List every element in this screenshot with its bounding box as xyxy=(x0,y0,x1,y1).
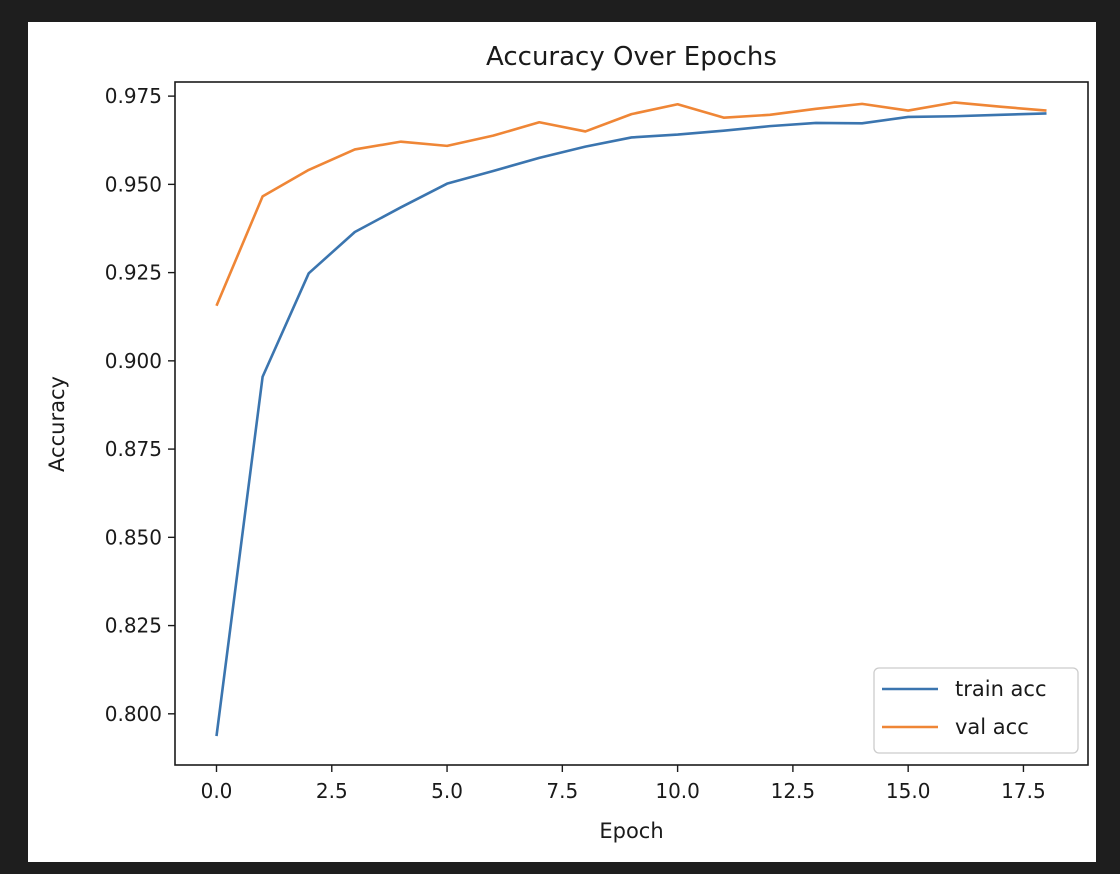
series-lines xyxy=(215,101,1047,737)
y-tick-label: 0.850 xyxy=(105,525,162,549)
x-tick-label: 0.0 xyxy=(201,779,233,803)
y-tick-label: 0.875 xyxy=(105,437,162,461)
chart-title: Accuracy Over Epochs xyxy=(486,42,777,72)
x-tick-label: 12.5 xyxy=(771,779,816,803)
y-tick-label: 0.825 xyxy=(105,614,162,638)
legend: train acc val acc xyxy=(873,667,1079,754)
y-tick-label: 0.950 xyxy=(105,172,162,196)
x-tick-label: 17.5 xyxy=(1001,779,1046,803)
axes-frame xyxy=(174,81,1089,766)
x-tick-label: 7.5 xyxy=(546,779,578,803)
x-tick-label: 2.5 xyxy=(316,779,348,803)
series-line-val-acc xyxy=(215,101,1047,307)
legend-label-train: train acc xyxy=(955,677,1047,701)
series-line-train-acc xyxy=(215,112,1047,737)
x-axis-ticks: 0.0 2.5 5.0 7.5 10.0 12.5 15.0 17.5 xyxy=(201,765,1046,803)
x-axis-label: Epoch xyxy=(599,819,663,843)
y-tick-label: 0.925 xyxy=(105,261,162,285)
y-axis-label: Accuracy xyxy=(45,376,69,472)
y-tick-label: 0.975 xyxy=(105,84,162,108)
y-axis-ticks: 0.800 0.825 0.850 0.875 0.900 0.925 0.950 0.975 xyxy=(105,84,175,726)
x-tick-label: 5.0 xyxy=(431,779,463,803)
legend-label-val: val acc xyxy=(955,715,1029,739)
x-tick-label: 10.0 xyxy=(655,779,700,803)
y-tick-label: 0.900 xyxy=(105,349,162,373)
y-tick-label: 0.800 xyxy=(105,702,162,726)
x-tick-label: 15.0 xyxy=(886,779,931,803)
